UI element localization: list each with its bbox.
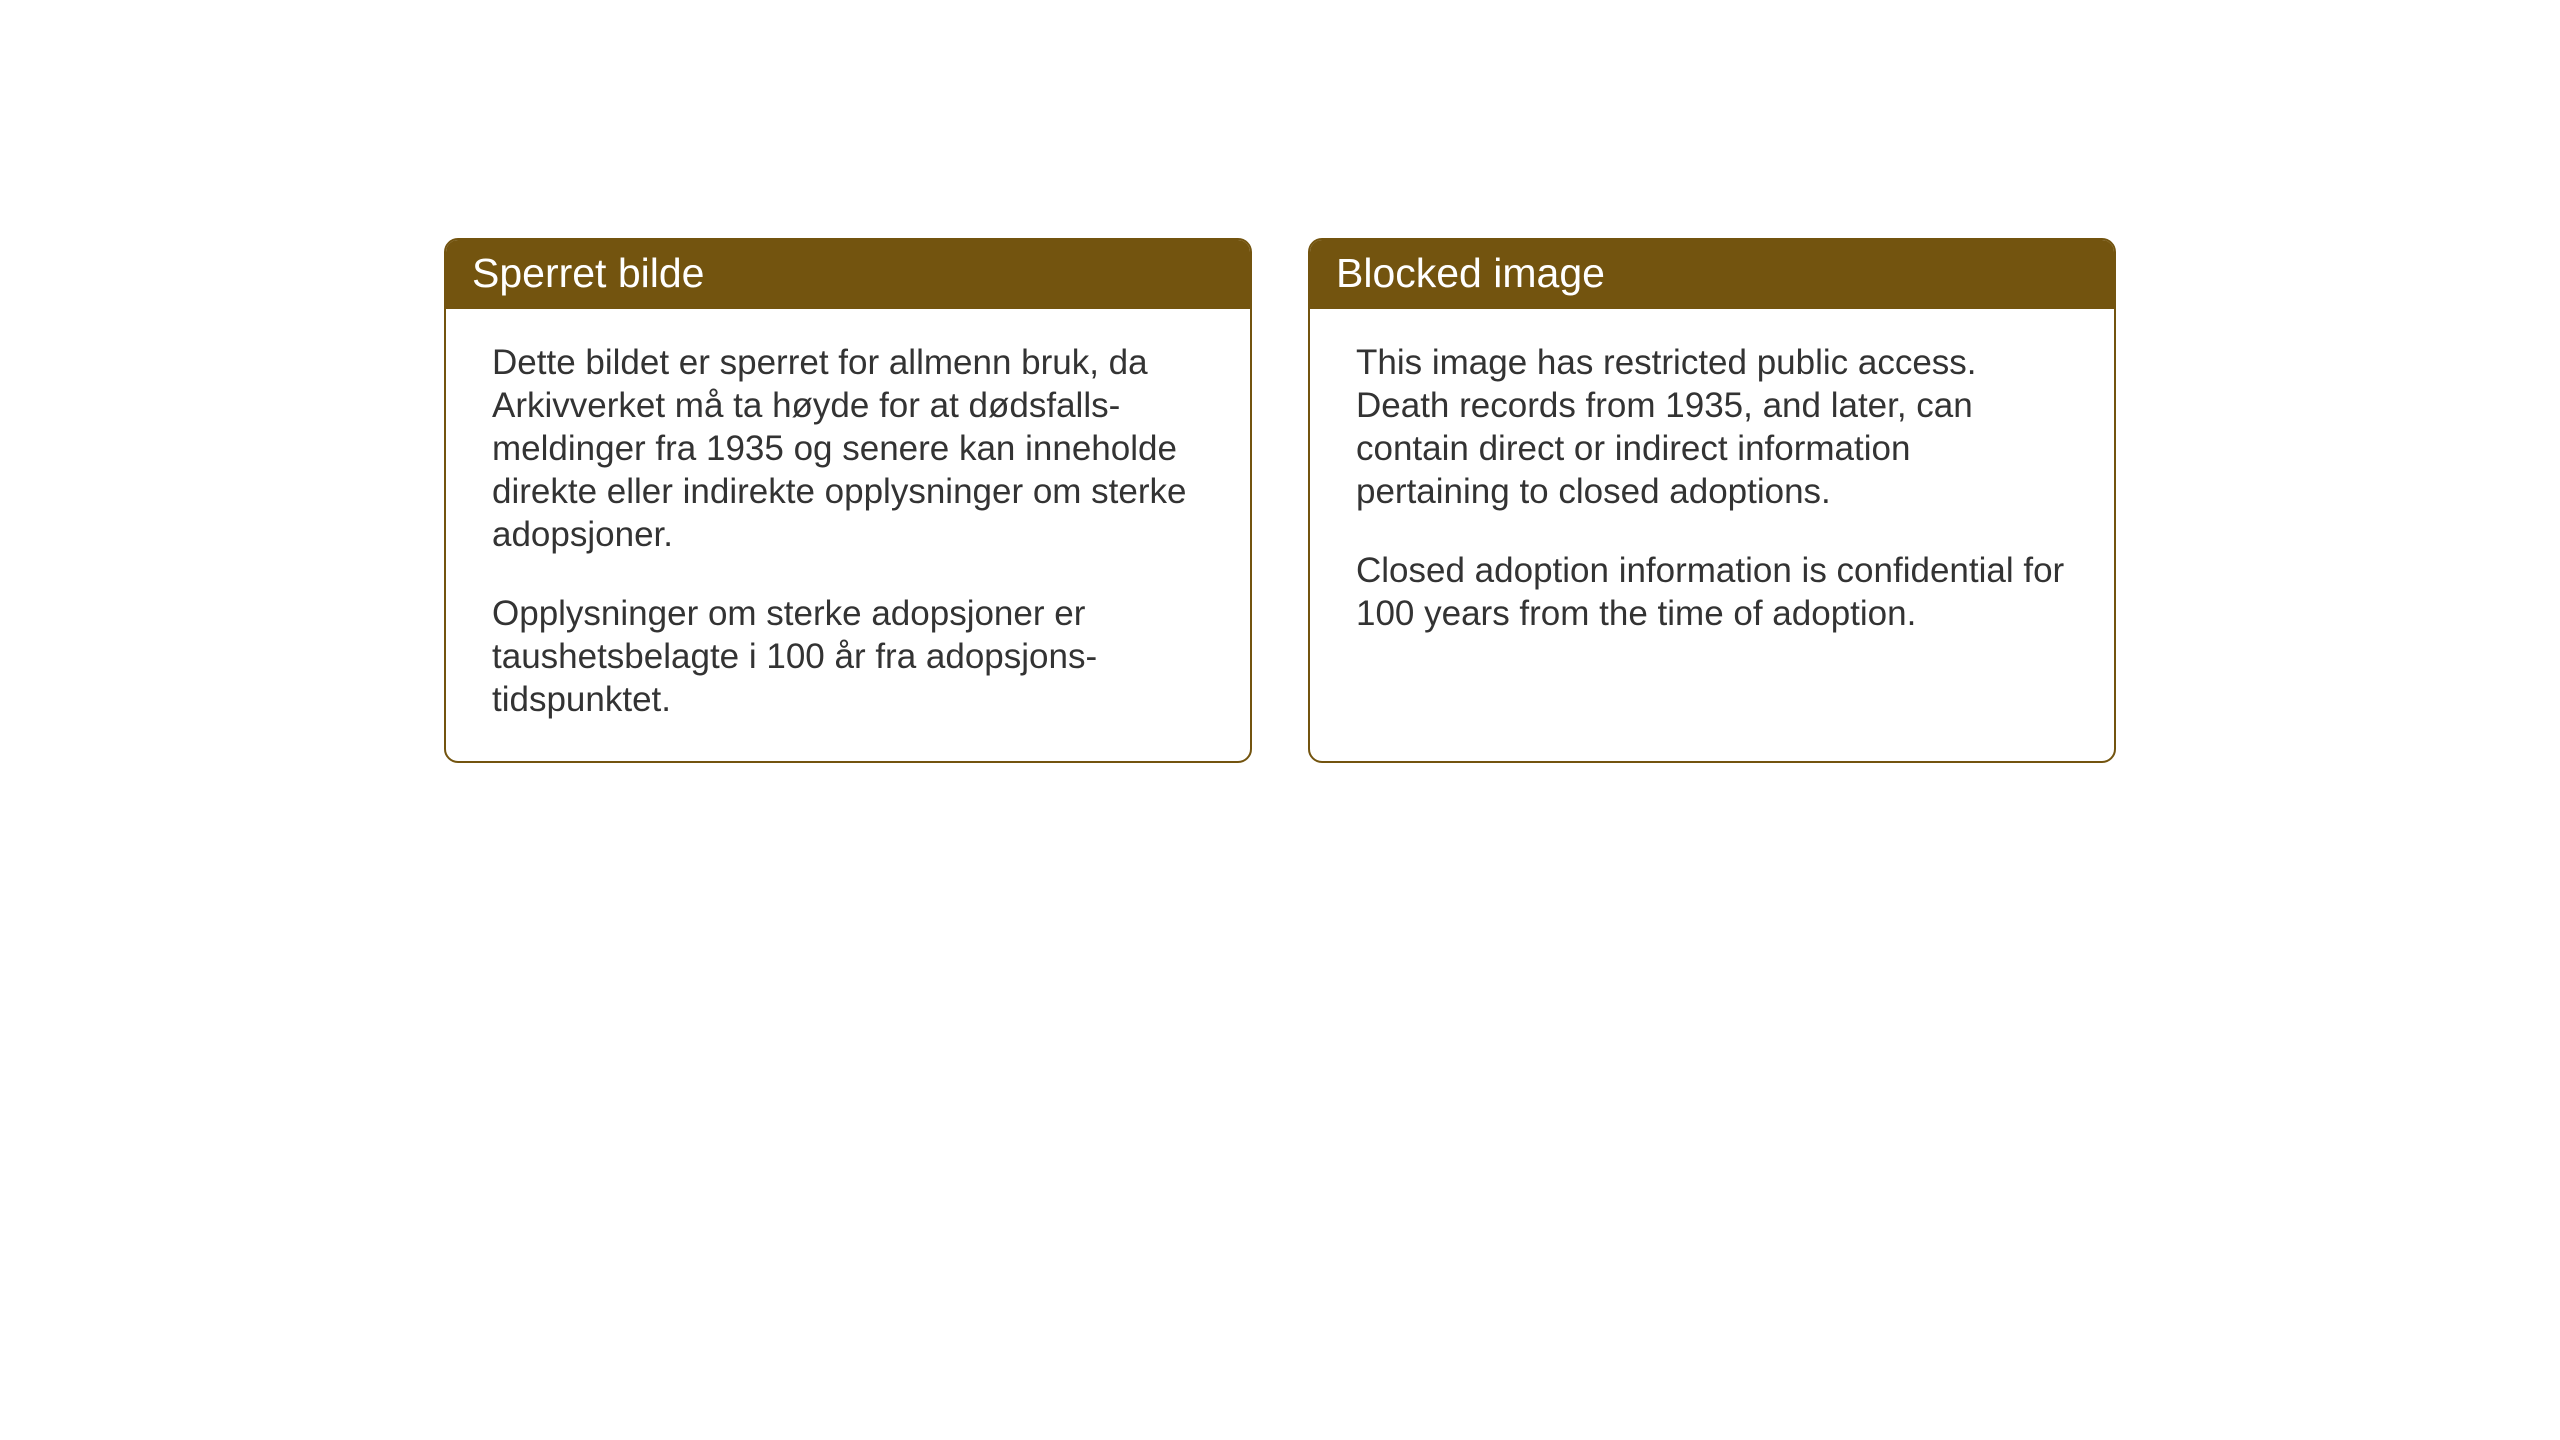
card-body-norwegian: Dette bildet er sperret for allmenn bruk… (446, 309, 1250, 761)
notice-card-norwegian: Sperret bilde Dette bildet er sperret fo… (444, 238, 1252, 763)
card-body-english: This image has restricted public access.… (1310, 309, 2114, 675)
card-header-norwegian: Sperret bilde (446, 240, 1250, 309)
notice-card-english: Blocked image This image has restricted … (1308, 238, 2116, 763)
notice-card-container: Sperret bilde Dette bildet er sperret fo… (444, 238, 2116, 763)
card-header-english: Blocked image (1310, 240, 2114, 309)
paragraph-english-2: Closed adoption information is confident… (1356, 549, 2068, 635)
paragraph-norwegian-2: Opplysninger om sterke adopsjoner er tau… (492, 592, 1204, 721)
paragraph-english-1: This image has restricted public access.… (1356, 341, 2068, 513)
paragraph-norwegian-1: Dette bildet er sperret for allmenn bruk… (492, 341, 1204, 556)
